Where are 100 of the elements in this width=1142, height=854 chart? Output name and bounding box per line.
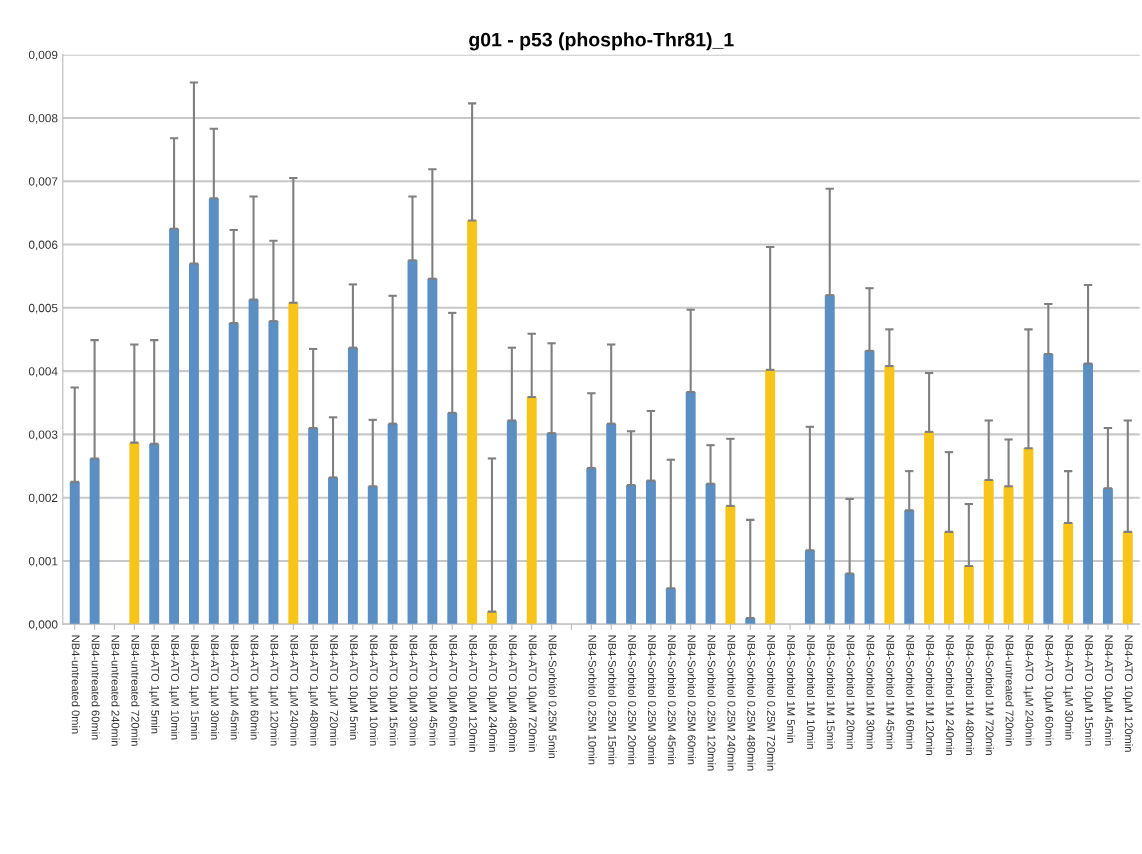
x-tick-label: NB4-Sorbitol 0.25M 240min: [727, 635, 736, 771]
bar: [188, 263, 199, 625]
y-tick-label: 0,004: [28, 367, 58, 377]
x-tick-label: NB4-untreated 240min: [111, 635, 120, 746]
x-tick-label: NB4-ATO 10µM 15min: [1082, 635, 1094, 746]
x-tick-label: NB4-Sorbitol 0.25M 20min: [628, 635, 637, 765]
x-tick-label: NB4-Sorbitol 0.25M 30min: [647, 635, 657, 765]
x-tick-label: NB4-ATO 10µM 480min: [506, 635, 518, 752]
bar: [248, 299, 259, 625]
x-tick-label: NB4-Sorbitol 0.25M 60min: [687, 635, 696, 765]
x-tick-label: NB4-Sorbitol 1M 480min: [965, 635, 975, 756]
x-tick-label: NB4-ATO 1µM 720min: [327, 635, 339, 746]
bar: [1003, 486, 1014, 625]
x-tick-label: NB4-Sorbitol 1M 240min: [945, 635, 955, 756]
x-tick-label: NB4-Sorbitol 1M 120min: [926, 635, 935, 756]
y-tick-label: 0,005: [28, 303, 58, 314]
x-tick-label: NB4-Sorbitol 0.25M 15min: [608, 635, 617, 765]
bar: [228, 323, 239, 625]
x-tick-label: NB4-ATO 1µM 60min: [248, 635, 259, 740]
y-tick-label: 0,003: [28, 430, 58, 441]
x-tick-label: NB4-ATO 10µM 45min: [427, 635, 438, 746]
x-tick-label: NB4-ATO 10µM 720min: [526, 635, 537, 752]
bar: [824, 295, 835, 625]
y-tick-label: 0,000: [28, 620, 58, 631]
x-tick-label: NB4-ATO 10µM 60min: [1043, 635, 1054, 746]
x-tick-label: NB4-ATO 1µM 30min: [1063, 635, 1074, 740]
bar: [765, 369, 776, 625]
bar: [506, 420, 517, 625]
bar: [268, 321, 279, 625]
x-tick-label: NB4-ATO 1µM 240min: [288, 635, 299, 746]
x-tick-label: NB4-Sorbitol 1M 60min: [906, 635, 915, 749]
bar: [427, 278, 438, 625]
x-tick-label: NB4-Sorbitol 1M 45min: [886, 635, 895, 749]
x-tick-label: NB4-ATO 1µM 480min: [307, 635, 319, 746]
bar: [1063, 523, 1074, 625]
x-tick-label: NB4-ATO 10µM 240min: [486, 635, 498, 752]
bar: [884, 366, 895, 625]
y-tick-label: 0,002: [28, 493, 58, 504]
bar: [526, 397, 537, 625]
bar: [1043, 354, 1054, 625]
bar: [149, 443, 160, 625]
bar: [725, 505, 736, 625]
x-tick-label: NB4-Sorbitol 0.25M 45min: [667, 635, 676, 765]
x-tick-label: NB4-Sorbitol 1M 20min: [846, 635, 855, 749]
x-tick-label: NB4-ATO 1µM 30min: [208, 635, 219, 740]
x-tick-label: NB4-ATO 1µM 10min: [168, 635, 180, 740]
bar: [387, 423, 398, 625]
x-tick-label: NB4-ATO 1µM 240min: [1023, 635, 1034, 746]
bar: [606, 423, 617, 625]
bar: [665, 588, 676, 625]
x-tick-label: NB4-ATO 10µM 60min: [447, 635, 458, 746]
bar: [447, 412, 458, 625]
x-tick-label: NB4-ATO 1µM 120min: [268, 635, 279, 746]
y-tick-label: 0,001: [28, 557, 58, 567]
bar: [864, 350, 875, 625]
bar: [1102, 488, 1113, 625]
bar: [1023, 448, 1034, 625]
bar: [129, 442, 140, 625]
x-tick-label: NB4-Sorbitol 0.25M 480min: [747, 635, 756, 771]
y-tick-label: 0,006: [28, 240, 58, 251]
x-tick-label: NB4-ATO 1µM 45min: [228, 635, 239, 740]
x-tick-label: NB4-Sorbitol 0.25M 720min: [767, 635, 776, 771]
bar: [288, 302, 299, 625]
bar: [904, 510, 915, 625]
bar: [983, 479, 994, 625]
bar: [546, 433, 557, 625]
y-tick-label: 0,008: [28, 113, 58, 124]
x-tick-label: NB4-untreated 60min: [91, 635, 100, 740]
x-tick-label: NB4-Sorbitol 1M 30min: [866, 635, 875, 749]
x-tick-label: NB4-ATO 10µM 10min: [367, 635, 378, 746]
x-tick-label: NB4-ATO 10µM 120min: [466, 635, 478, 752]
bar: [844, 573, 855, 625]
x-tick-label: NB4-Sorbitol 1M 720min: [985, 635, 994, 756]
x-tick-label: NB4-ATO 10µM 45min: [1102, 635, 1114, 746]
y-tick-label: 0,009: [28, 50, 58, 61]
bar: [69, 481, 80, 625]
x-tick-label: NB4-ATO 10µM 5min: [347, 635, 359, 740]
bar: [407, 260, 418, 625]
x-tick-label: NB4-ATO 1µM 5min: [149, 635, 160, 734]
x-tick-label: NB4-Sorbitol 0.25M 5min: [548, 635, 557, 759]
chart-title: g01 - p53 (phospho-Thr81)_1: [469, 32, 734, 51]
bar: [626, 485, 637, 625]
bar: [924, 431, 935, 625]
bar: [367, 486, 378, 625]
bar: [586, 467, 597, 625]
y-tick-label: 0,007: [28, 177, 58, 188]
bar: [645, 480, 656, 625]
bar: [347, 347, 358, 625]
bar: [1122, 531, 1133, 625]
x-tick-label: NB4-untreated 720min: [131, 635, 140, 746]
x-tick-label: NB4-ATO 10µM 30min: [407, 635, 418, 746]
bar: [308, 428, 319, 625]
bar: [328, 477, 338, 625]
bar: [89, 458, 100, 625]
x-tick-label: NB4-Sorbitol 0.25M 120min: [707, 635, 716, 771]
bar: [804, 550, 815, 625]
bar: [944, 531, 954, 625]
bar: [685, 392, 696, 625]
x-tick-label: NB4-Sorbitol 1M 10min: [806, 635, 816, 749]
x-tick-label: NB4-ATO 10µM 120min: [1122, 635, 1133, 752]
